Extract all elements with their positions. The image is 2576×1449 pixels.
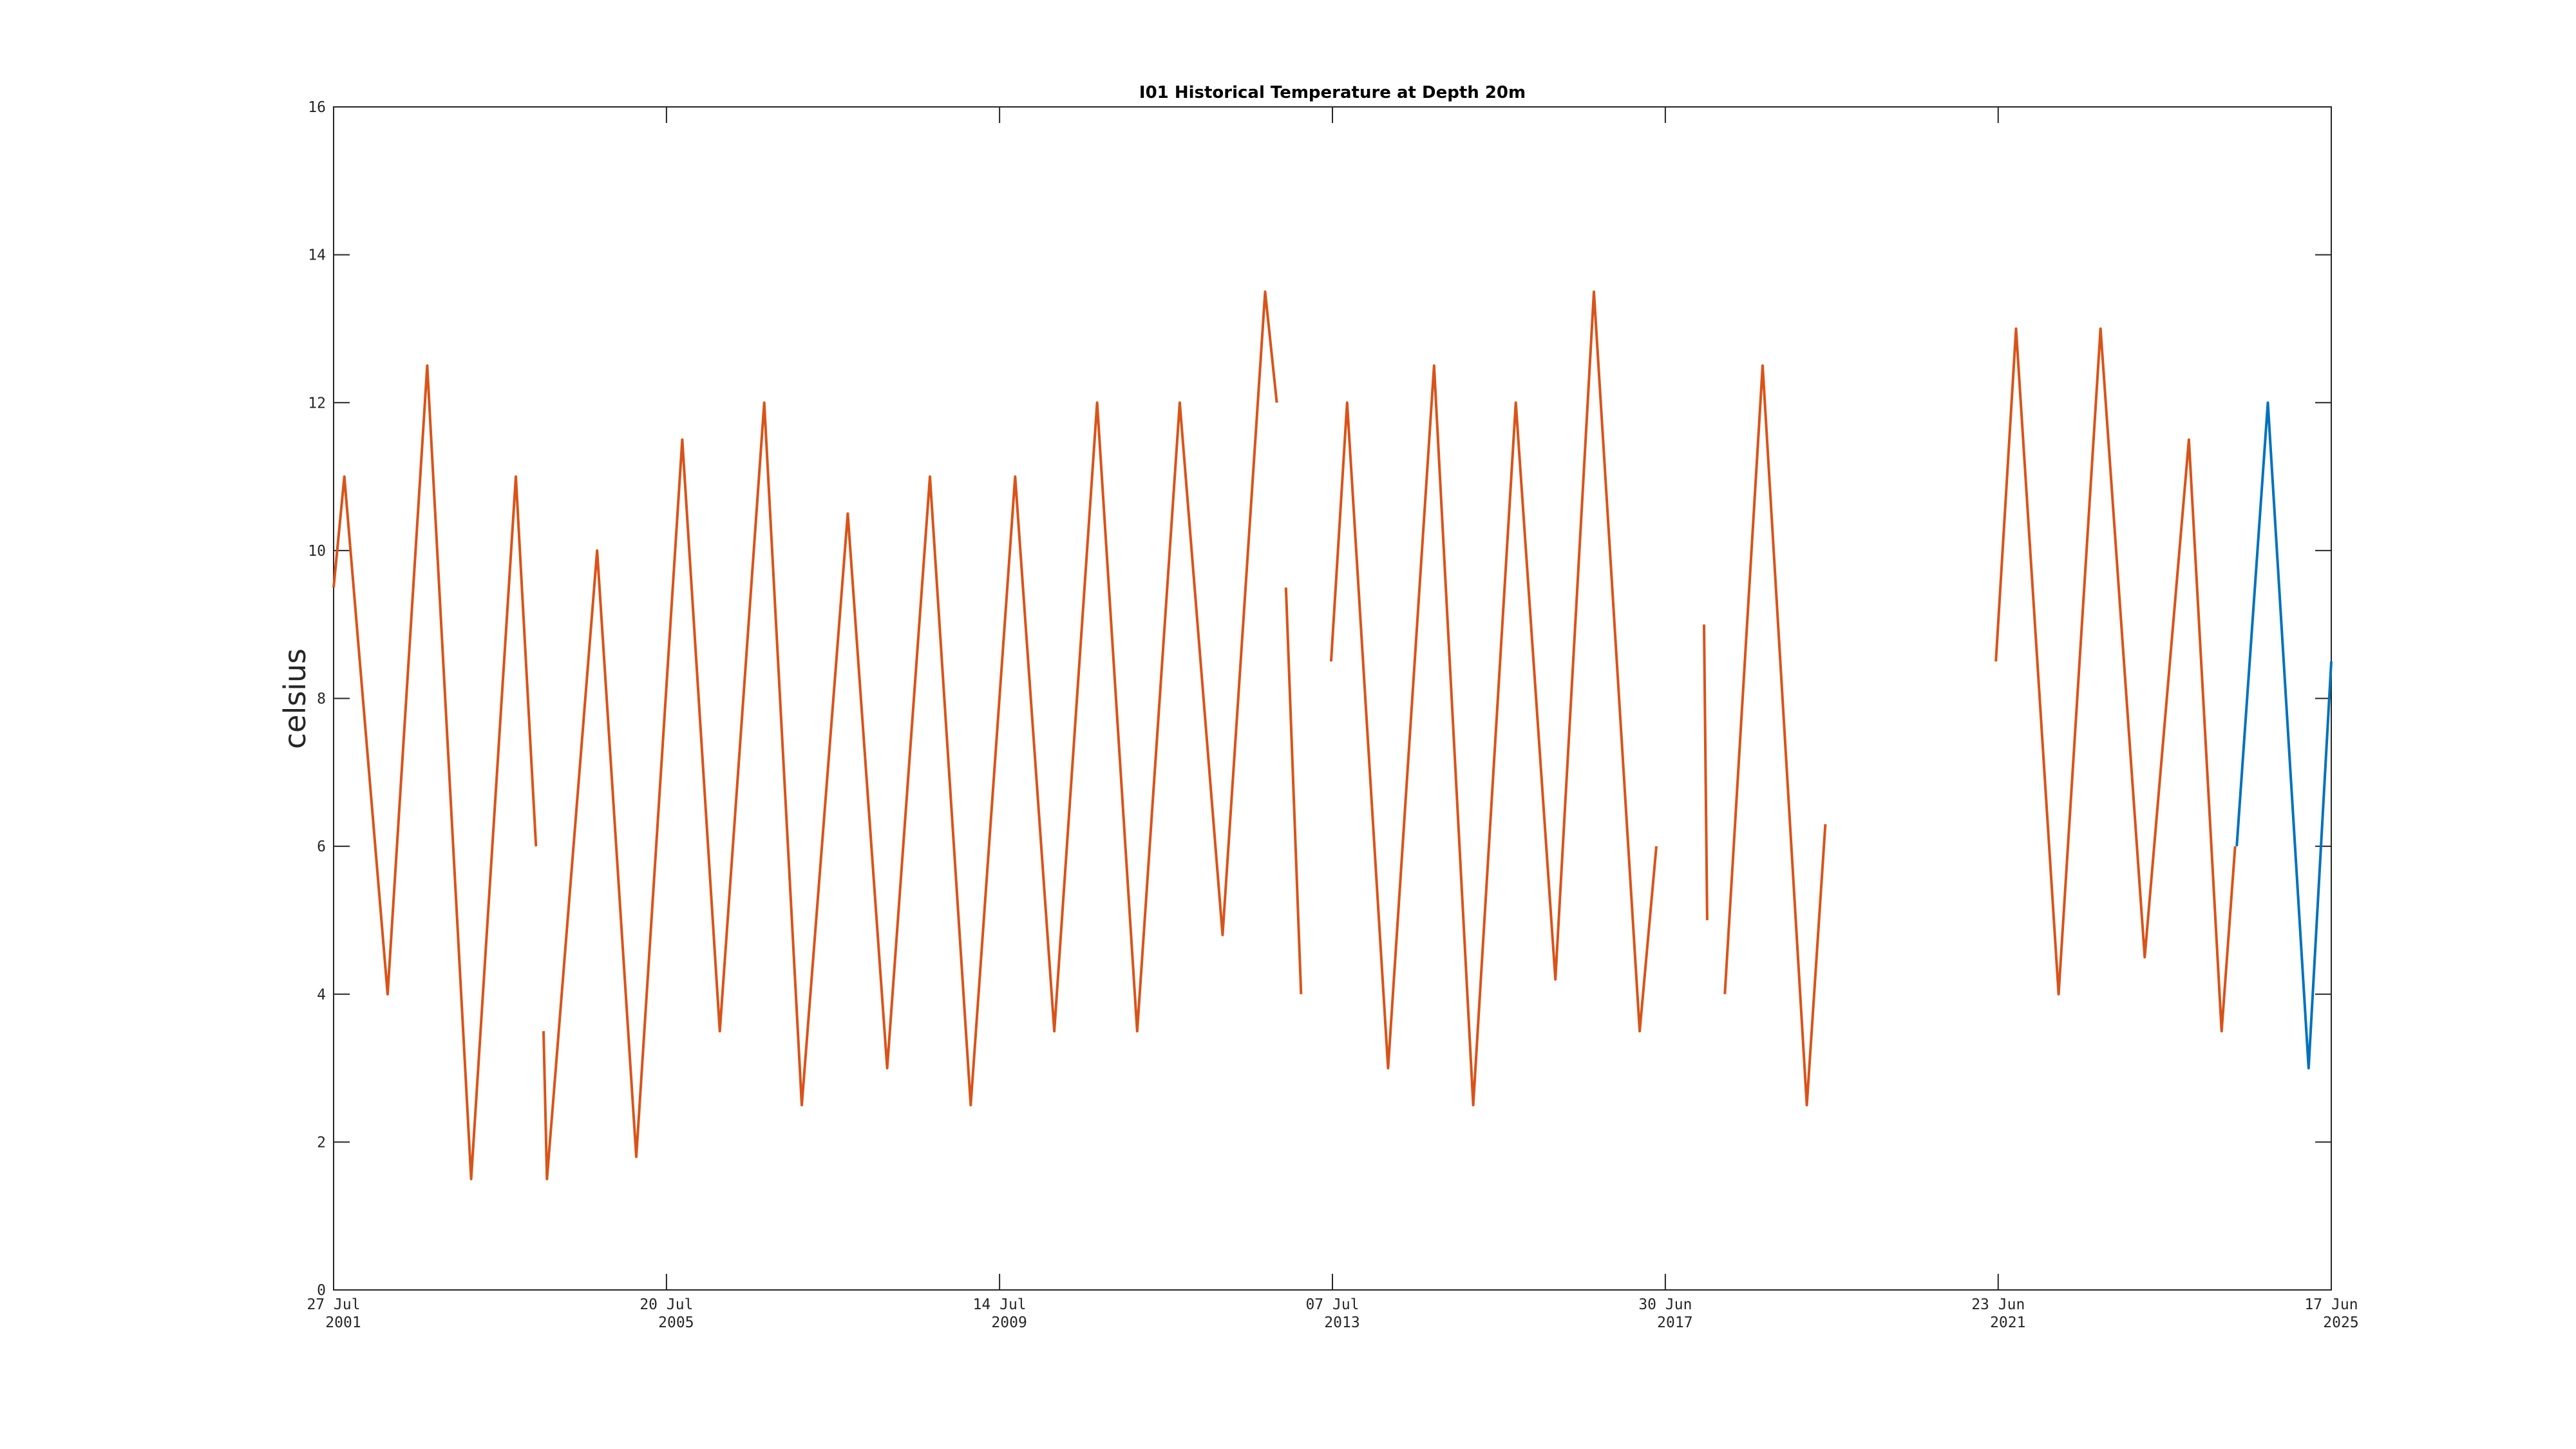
x-tick-label: 2021 (1990, 1314, 2025, 1331)
y-tick-label: 4 (317, 987, 326, 1003)
y-tick-label: 14 (308, 247, 326, 264)
x-tick-label: 17 Jun (2304, 1296, 2358, 1313)
y-tick-label: 12 (308, 395, 326, 412)
x-tick-label: 30 Jun (1638, 1296, 1692, 1313)
x-tick-label: 2017 (1657, 1314, 1692, 1331)
y-axis-label: celsius (278, 649, 312, 749)
y-tick-label: 0 (317, 1282, 326, 1299)
x-tick-label: 2013 (1324, 1314, 1359, 1331)
x-tick-label: 23 Jun (1971, 1296, 2025, 1313)
x-tick-label: 2025 (2323, 1314, 2358, 1331)
y-tick-label: 6 (317, 838, 326, 855)
y-tick-label: 10 (308, 543, 326, 560)
y-tick-label: 16 (308, 99, 326, 116)
x-tick-label: 07 Jul (1305, 1296, 1359, 1313)
y-tick-label: 8 (317, 691, 326, 708)
x-tick-label: 2001 (325, 1314, 361, 1331)
chart-title: I01 Historical Temperature at Depth 20m (1139, 83, 1526, 102)
x-tick-label: 27 Jul (307, 1296, 360, 1313)
x-tick-label: 2005 (658, 1314, 694, 1331)
x-tick-label: 20 Jul (639, 1296, 693, 1313)
data-line (2235, 401, 2333, 1070)
x-tick-label: 14 Jul (973, 1296, 1027, 1313)
data-line (332, 290, 2237, 1180)
x-tick-label: 2009 (991, 1314, 1027, 1331)
y-tick-label: 2 (317, 1134, 326, 1151)
